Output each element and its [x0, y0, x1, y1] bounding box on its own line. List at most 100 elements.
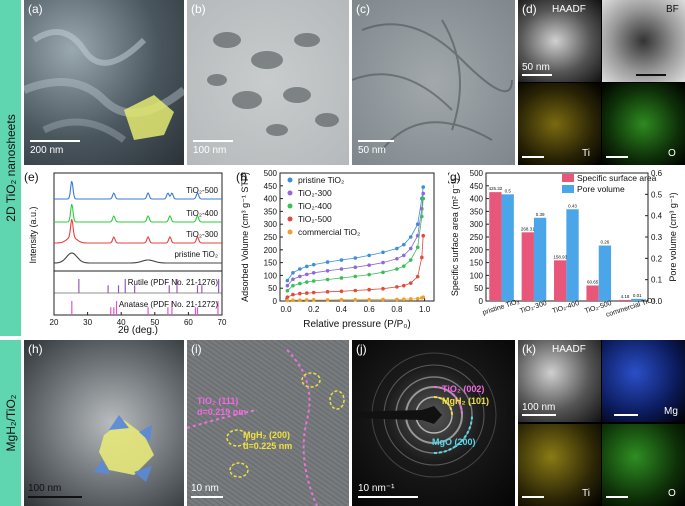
panel-b-scalebar: [193, 140, 233, 142]
panel-e-label: (e): [24, 170, 39, 184]
bet-series-line: [287, 235, 424, 298]
bet-y-tick-label: 100: [264, 271, 278, 280]
xrd-series-line: [53, 252, 222, 264]
bar-legend-label: Specific surface area: [577, 173, 657, 183]
bet-data-point: [353, 265, 358, 270]
bet-data-point: [367, 297, 371, 302]
bet-data-point: [311, 290, 316, 295]
bar-y2-tick-label: 0.1: [651, 276, 663, 285]
bet-isotherm-chart: (f)Adsorbed Volume (cm³ g⁻¹ STP) Relative…: [236, 169, 435, 330]
bet-data-point: [402, 283, 406, 288]
bet-legend-marker: [287, 203, 293, 209]
bar-surface-area: [521, 232, 534, 301]
panel-k-haadf-image: [518, 340, 601, 422]
panel-b-tem-image: (b) 100 nm: [187, 0, 349, 165]
bet-data-point: [304, 280, 309, 284]
bet-y-tick-label: 350: [264, 207, 278, 216]
bet-data-point: [395, 246, 399, 251]
bet-data-point: [402, 253, 406, 258]
panel-h-label: (h): [28, 342, 43, 356]
bet-legend-marker: [287, 216, 293, 222]
panel-k-label: (k): [522, 342, 536, 356]
bar-pore-volume-label: 0.5: [505, 188, 512, 193]
xrd-series-line: [54, 181, 222, 200]
panel-d-haadf-image: [518, 0, 601, 82]
panel-d-label: (d): [522, 2, 537, 16]
panel-a-label: (a): [28, 2, 43, 16]
bar-y-tick-label: 400: [470, 195, 484, 204]
bet-data-point: [420, 214, 424, 219]
bet-legend-label: pristine TiO₂: [298, 175, 344, 185]
bet-legend-label: TiO₂-400: [298, 201, 332, 211]
bar-legend-label: Pore volume: [577, 184, 625, 194]
panel-i-tio2-plane: TiO₂ (111): [197, 396, 239, 406]
panel-h-scalebar: [28, 496, 82, 498]
bet-data-point: [291, 292, 295, 297]
bet-x-tick-label: 0.2: [308, 305, 320, 314]
panel-i-tio2-d: d=0.219 nm: [197, 407, 247, 417]
bet-data-point: [415, 222, 420, 226]
panel-k-scalebar: [522, 414, 556, 416]
bet-data-point: [291, 298, 295, 303]
bet-data-point: [381, 297, 385, 302]
bet-data-point: [421, 185, 426, 189]
bar-y2-tick-label: 0.2: [651, 254, 663, 263]
bar-surface-area-label: 4.18: [621, 294, 630, 299]
bet-data-point: [367, 263, 371, 267]
xrd-reference-label: Anatase (PDF No. 21-1272): [119, 300, 218, 309]
panel-d-ti-tag: Ti: [582, 148, 590, 159]
sidebar-top: 2D TiO₂ nanosheets: [0, 0, 21, 336]
bet-data-point: [381, 250, 385, 255]
bet-y-tick-label: 300: [264, 220, 278, 229]
bet-y-tick-label: 400: [264, 195, 278, 204]
xrd-series-label: TiO₂-400: [186, 209, 218, 218]
xrd-x-tick-label: 60: [184, 318, 193, 327]
panel-d-o-scalebar: [606, 156, 628, 158]
bet-data-point: [298, 291, 302, 296]
panel-k-eds-maps: (k) HAADF 100 nm Mg Ti O: [518, 340, 685, 506]
panel-c-scalebar: [358, 140, 394, 142]
bet-x-tick-label: 0.4: [336, 305, 348, 314]
panel-i-label: (i): [191, 342, 202, 356]
bar-y2-tick-label: 0.4: [651, 212, 663, 221]
panel-h-tem-image: (h) 100 nm: [24, 340, 184, 506]
bet-data-point: [325, 260, 330, 264]
bet-data-point: [285, 288, 290, 293]
bet-data-point: [395, 285, 399, 289]
bet-data-point: [285, 298, 290, 303]
bet-y-tick-label: 500: [264, 169, 278, 178]
xrd-series-label: pristine TiO₂: [174, 250, 218, 259]
bar-surface-area-label: 60.65: [587, 279, 599, 284]
bet-data-point: [421, 295, 426, 299]
bet-data-point: [395, 297, 399, 302]
panel-k-scale-text: 100 nm: [522, 402, 556, 413]
bet-legend-marker: [287, 177, 293, 183]
bet-x-axis-label: Relative pressure (P/P₀): [303, 319, 411, 330]
bar-y2-axis-label: Pore volume (cm³ g⁻¹): [668, 192, 678, 281]
panel-f-label: (f): [236, 170, 247, 184]
sidebar-bottom-label: MgH₂/TiO₂: [3, 394, 18, 452]
bet-data-point: [285, 283, 290, 288]
bar-pore-volume: [501, 194, 514, 301]
bar-pore-volume: [631, 298, 644, 301]
bar-y-tick-label: 300: [470, 220, 484, 229]
bet-data-point: [381, 270, 385, 275]
panel-h-scale-text: 100 nm: [28, 483, 62, 494]
panel-d-o-tag: O: [668, 148, 676, 159]
bet-data-point: [395, 267, 399, 271]
xrd-y-axis-label: Intensity (a.u.): [28, 206, 38, 263]
bet-data-point: [421, 191, 426, 196]
panel-j-scale-text: 10 nm⁻¹: [358, 483, 395, 494]
panel-d-bf-image: [602, 0, 685, 82]
sidebar-bottom: MgH₂/TiO₂: [0, 340, 21, 506]
bet-data-point: [311, 279, 316, 283]
bar-y-tick-label: 250: [470, 233, 484, 242]
bar-surface-area-label: 158.93: [553, 254, 567, 259]
panel-d-ti-scalebar: [522, 156, 544, 158]
panel-i-mgh2-d: d=0.225 nm: [243, 441, 293, 451]
panel-b-label: (b): [191, 2, 206, 16]
bet-y-tick-label: 150: [264, 259, 278, 268]
bet-data-point: [353, 288, 358, 293]
panel-k-mg-scalebar: [614, 414, 638, 416]
bet-data-point: [402, 297, 406, 302]
